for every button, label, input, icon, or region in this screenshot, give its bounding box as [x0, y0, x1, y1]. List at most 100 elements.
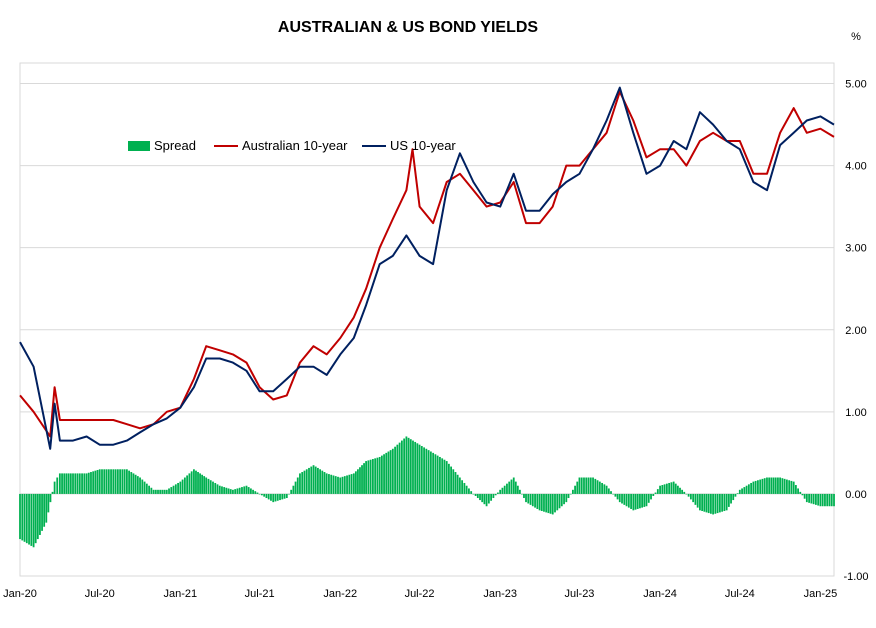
spread-bar	[339, 477, 342, 494]
spread-bar	[346, 475, 348, 494]
spread-bar	[186, 475, 189, 494]
spread-bar	[556, 493, 559, 511]
spread-bar	[308, 467, 310, 494]
spread-bar	[281, 493, 284, 500]
spread-bar	[681, 489, 684, 494]
spread-bar	[569, 493, 572, 495]
spread-bar	[203, 476, 206, 494]
spread-bar	[587, 477, 590, 494]
spread-bar	[543, 493, 545, 512]
x-tick-label: Jan-24	[643, 588, 677, 600]
spread-bar	[243, 486, 246, 494]
spread-bar	[506, 483, 508, 494]
spread-bar	[499, 489, 502, 494]
spread-bar	[30, 493, 33, 546]
spread-bar	[247, 487, 250, 494]
spread-bar	[103, 469, 106, 494]
y-tick-label: 1.00	[845, 407, 866, 419]
spread-bar	[563, 493, 565, 505]
spread-bar	[65, 473, 68, 494]
spread-bar	[337, 476, 339, 494]
spread-bar	[483, 493, 486, 505]
legend-label: US 10-year	[390, 138, 456, 153]
x-tick-label: Jan-23	[483, 588, 517, 600]
spread-bar	[32, 493, 35, 548]
spread-bar	[183, 477, 186, 494]
spread-bar	[380, 455, 383, 494]
chart-title: AUSTRALIAN & US BOND YIELDS	[278, 19, 538, 36]
spread-bar	[703, 493, 706, 512]
x-tick-label: Jul-22	[405, 588, 435, 600]
spread-bar	[383, 454, 385, 494]
spread-bar	[578, 477, 581, 494]
spread-bar	[750, 482, 753, 494]
spread-bar	[391, 448, 394, 494]
spread-bar	[654, 492, 657, 494]
spread-bar	[23, 493, 26, 542]
spread-bar	[560, 493, 563, 507]
spread-bar	[19, 493, 21, 540]
spread-bar	[501, 487, 504, 494]
spread-bar	[387, 451, 390, 494]
spread-bar	[69, 473, 72, 494]
spread-bar	[241, 487, 243, 494]
spread-bar	[371, 459, 374, 494]
spread-bar	[770, 477, 773, 494]
spread-bar	[114, 469, 117, 494]
spread-bar	[414, 441, 417, 494]
spread-bar	[225, 487, 228, 494]
spread-bar	[328, 474, 330, 494]
spread-bar	[630, 493, 632, 509]
spread-bar	[668, 482, 671, 494]
spread-bar	[334, 476, 337, 494]
spread-bar	[605, 485, 608, 494]
spread-bar	[656, 489, 659, 494]
spread-bar	[221, 486, 223, 494]
spread-bar	[223, 487, 226, 494]
spread-bar	[583, 477, 585, 494]
spread-bars	[19, 436, 835, 548]
spread-bar	[199, 473, 201, 494]
spread-bar	[803, 493, 806, 499]
spread-bar	[545, 493, 548, 513]
spread-bar	[279, 493, 281, 501]
spread-bar	[128, 470, 130, 494]
spread-bar	[141, 479, 144, 494]
spread-bar	[403, 438, 406, 494]
spread-bar	[643, 493, 646, 507]
spread-bar	[808, 493, 811, 503]
spread-bar	[227, 488, 230, 494]
spread-bar	[53, 481, 56, 494]
x-tick-label: Jan-22	[323, 588, 357, 600]
spread-bar	[25, 493, 28, 544]
spread-bar	[558, 493, 561, 509]
spread-bar	[833, 493, 835, 507]
spread-bar	[470, 491, 473, 494]
spread-bar	[76, 473, 79, 494]
spread-bar	[283, 493, 286, 499]
spread-bar	[36, 493, 39, 540]
spread-bar	[423, 447, 425, 494]
spread-bar	[521, 493, 523, 495]
spread-bar	[661, 485, 664, 494]
x-tick-label: Jul-20	[85, 588, 115, 600]
spread-bar	[317, 467, 319, 494]
spread-bar	[632, 493, 635, 511]
spread-bar	[34, 493, 37, 544]
spread-bar	[432, 452, 435, 494]
spread-bar	[365, 461, 368, 494]
spread-bar	[434, 454, 437, 494]
spread-bar	[179, 481, 182, 494]
spread-bar	[394, 446, 396, 494]
spread-bar	[98, 469, 101, 494]
spread-bar	[757, 480, 759, 494]
spread-bar	[727, 493, 730, 507]
spread-bar	[458, 477, 461, 494]
x-tick-label: Jul-24	[725, 588, 755, 600]
y-tick-label: 2.00	[845, 325, 866, 337]
spread-bar	[571, 489, 574, 494]
spread-bar	[39, 493, 41, 535]
spread-bar	[350, 474, 353, 494]
spread-bar	[101, 469, 103, 494]
